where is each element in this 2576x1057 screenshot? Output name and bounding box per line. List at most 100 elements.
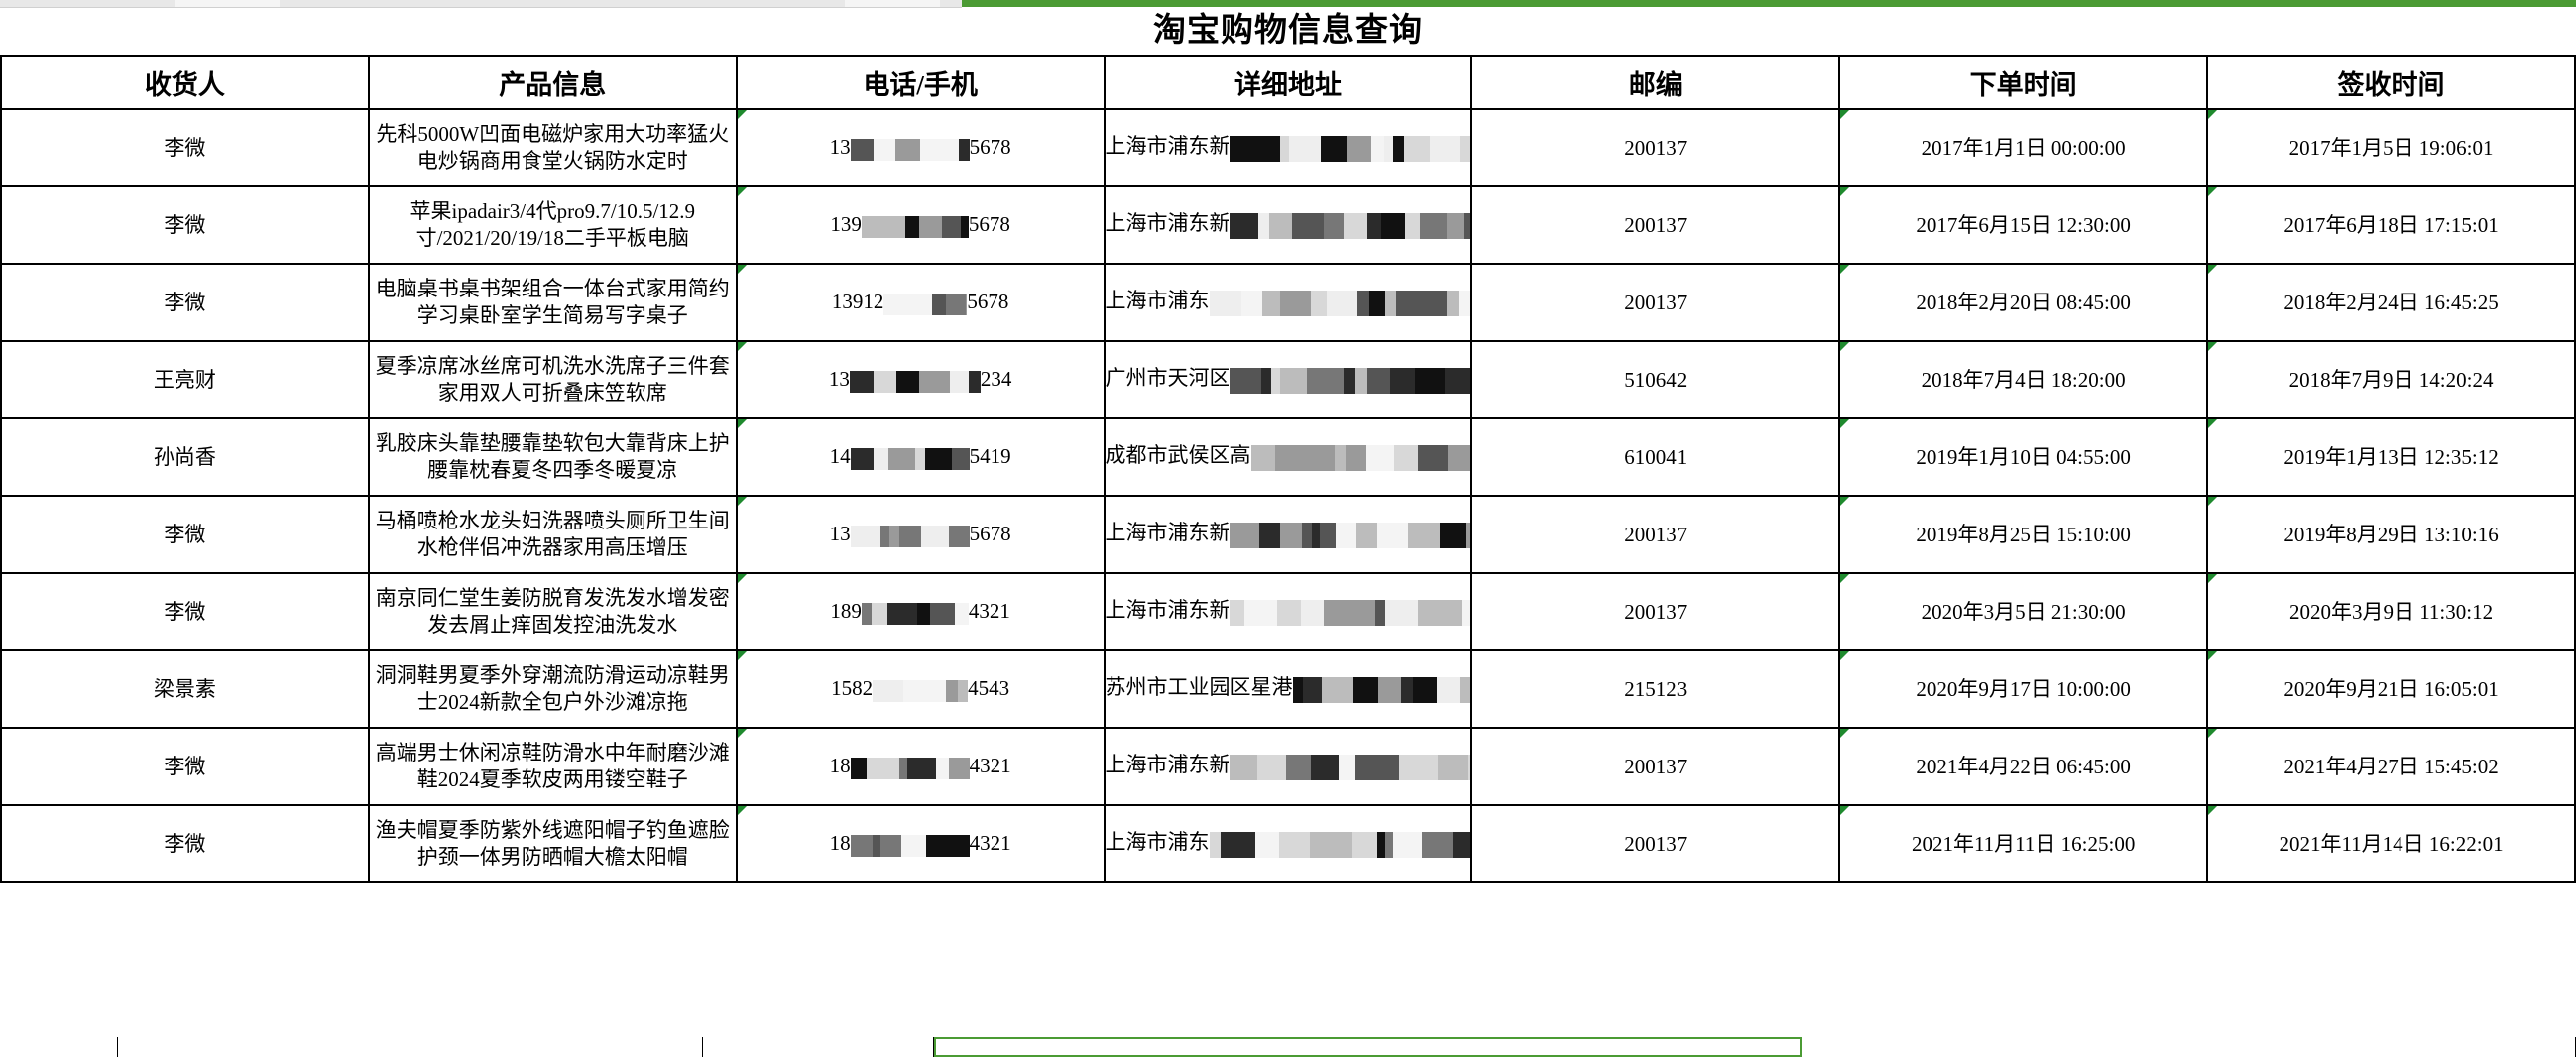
cell-phone[interactable]: 13 234 [735, 340, 1106, 419]
cell-order-time[interactable]: 2020年3月5日 21:30:00 [1838, 572, 2209, 651]
redaction-mask [1209, 288, 1470, 316]
cell-postcode[interactable]: 200137 [1470, 263, 1841, 342]
cell-product-info[interactable]: 苹果ipadair3/4代pro9.7/10.5/12.9寸/2021/20/1… [367, 185, 738, 265]
cell-recipient[interactable]: 李微 [0, 108, 370, 187]
cell-product-info[interactable]: 乳胶床头靠垫腰靠垫软包大靠背床上护腰靠枕春夏冬四季冬暖夏凉 [367, 417, 738, 497]
table-row[interactable]: 王亮财 夏季凉席冰丝席可机洗水洗席子三件套家用双人可折叠床笠软席 13 234 广州市天… [0, 340, 2576, 419]
product-text: 马桶喷枪水龙头妇洗器喷头厕所卫生间水枪伴侣冲洗器家用高压增压 [375, 509, 730, 559]
column-header-product-info[interactable]: 产品信息 [367, 55, 738, 110]
cell-address[interactable]: 上海市浦东新大厦4楼402室 [1103, 572, 1473, 651]
order-time-text: 2020年3月5日 21:30:00 [1921, 599, 2126, 624]
cell-recipient[interactable]: 李微 [0, 263, 370, 342]
table-row[interactable]: 李微 高端男士休闲凉鞋防滑水中年耐磨沙滩鞋2024夏季软皮两用镂空鞋子 18 4321… [0, 727, 2576, 806]
cell-sign-time[interactable]: 2021年4月27日 15:45:02 [2206, 727, 2576, 806]
cell-postcode[interactable]: 215123 [1470, 649, 1841, 729]
cell-recipient[interactable]: 李微 [0, 727, 370, 806]
cell-postcode[interactable]: 200137 [1470, 572, 1841, 651]
cell-phone[interactable]: 14 5419 [735, 417, 1106, 497]
cell-order-time[interactable]: 2018年2月20日 08:45:00 [1838, 263, 2209, 342]
sign-time-text: 2018年2月24日 16:45:25 [2283, 290, 2499, 314]
cell-address[interactable]: 广州市天河区花园15栋1502室 [1103, 340, 1473, 419]
cell-product-info[interactable]: 电脑桌书桌书架组合一体台式家用简约学习桌卧室学生简易写字桌子 [367, 263, 738, 342]
cell-address[interactable]: 上海市浦东大厦4楼402室 [1103, 263, 1473, 342]
redaction-mask [850, 830, 970, 857]
cell-product-info[interactable]: 渔夫帽夏季防紫外线遮阳帽子钓鱼遮脸护颈一体男防晒帽大檐太阳帽 [367, 804, 738, 883]
cell-address[interactable]: 上海市浦东华东大厦4楼402室 [1103, 804, 1473, 883]
column-header-order-time[interactable]: 下单时间 [1838, 55, 2209, 110]
cell-order-time[interactable]: 2017年6月15日 12:30:00 [1838, 185, 2209, 265]
cell-recipient[interactable]: 孙尚香 [0, 417, 370, 497]
cell-postcode[interactable]: 200137 [1470, 108, 1841, 187]
cell-address[interactable]: 上海市浦东新大厦4楼402室 [1103, 495, 1473, 574]
cell-postcode[interactable]: 200137 [1470, 804, 1841, 883]
column-header-recipient[interactable]: 收货人 [0, 55, 370, 110]
cell-postcode[interactable]: 610041 [1470, 417, 1841, 497]
cell-product-info[interactable]: 马桶喷枪水龙头妇洗器喷头厕所卫生间水枪伴侣冲洗器家用高压增压 [367, 495, 738, 574]
cell-product-info[interactable]: 南京同仁堂生姜防脱育发洗发水增发密发去屑止痒固发控油洗发水 [367, 572, 738, 651]
cell-sign-time[interactable]: 2019年1月13日 12:35:12 [2206, 417, 2576, 497]
cell-sign-time[interactable]: 2020年9月21日 16:05:01 [2206, 649, 2576, 729]
cell-phone[interactable]: 18 4321 [735, 804, 1106, 883]
cell-product-info[interactable]: 高端男士休闲凉鞋防滑水中年耐磨沙滩鞋2024夏季软皮两用镂空鞋子 [367, 727, 738, 806]
cell-postcode[interactable]: 200137 [1470, 727, 1841, 806]
cell-phone[interactable]: 18 4321 [735, 727, 1106, 806]
cell-order-time[interactable]: 2021年11月11日 16:25:00 [1838, 804, 2209, 883]
cell-sign-time[interactable]: 2019年8月29日 13:10:16 [2206, 495, 2576, 574]
cell-sign-time[interactable]: 2017年1月5日 19:06:01 [2206, 108, 2576, 187]
cell-product-info[interactable]: 先科5000W凹面电磁炉家用大功率猛火电炒锅商用食堂火锅防水定时 [367, 108, 738, 187]
cell-address[interactable]: 成都市武侯区高园3号楼5楼502室 [1103, 417, 1473, 497]
cell-comment-indicator [2209, 498, 2218, 506]
table-row[interactable]: 李微 渔夫帽夏季防紫外线遮阳帽子钓鱼遮脸护颈一体男防晒帽大檐太阳帽 18 4321 上海… [0, 804, 2576, 883]
cell-order-time[interactable]: 2019年8月25日 15:10:00 [1838, 495, 2209, 574]
cell-comment-indicator [2209, 266, 2218, 274]
cell-comment-indicator [1841, 188, 1850, 196]
column-header-phone[interactable]: 电话/手机 [735, 55, 1106, 110]
cell-postcode[interactable]: 200137 [1470, 185, 1841, 265]
cell-recipient[interactable]: 李微 [0, 185, 370, 265]
column-header-address[interactable]: 详细地址 [1103, 55, 1473, 110]
cell-phone[interactable]: 189 4321 [735, 572, 1106, 651]
cell-product-info[interactable]: 夏季凉席冰丝席可机洗水洗席子三件套家用双人可折叠床笠软席 [367, 340, 738, 419]
cell-postcode[interactable]: 510642 [1470, 340, 1841, 419]
column-header-postcode[interactable]: 邮编 [1470, 55, 1841, 110]
cell-sign-time[interactable]: 2018年2月24日 16:45:25 [2206, 263, 2576, 342]
cell-product-info[interactable]: 洞洞鞋男夏季外穿潮流防滑运动凉鞋男士2024新款全包户外沙滩凉拖 [367, 649, 738, 729]
cell-order-time[interactable]: 2020年9月17日 10:00:00 [1838, 649, 2209, 729]
cell-address[interactable]: 上海市浦东新华东大厦4楼402室 [1103, 108, 1473, 187]
cell-phone[interactable]: 13 5678 [735, 108, 1106, 187]
cell-recipient[interactable]: 李微 [0, 804, 370, 883]
phone-prefix: 139 [830, 211, 862, 236]
product-text: 乳胶床头靠垫腰靠垫软包大靠背床上护腰靠枕春夏冬四季冬暖夏凉 [375, 431, 730, 482]
cell-order-time[interactable]: 2021年4月22日 06:45:00 [1838, 727, 2209, 806]
cell-recipient[interactable]: 李微 [0, 495, 370, 574]
cell-sign-time[interactable]: 2017年6月18日 17:15:01 [2206, 185, 2576, 265]
cell-order-time[interactable]: 2019年1月10日 04:55:00 [1838, 417, 2209, 497]
cell-phone[interactable]: 13912 5678 [735, 263, 1106, 342]
cell-address[interactable]: 上海市浦东新华东大厦4楼402室 [1103, 727, 1473, 806]
cell-recipient[interactable]: 王亮财 [0, 340, 370, 419]
cell-phone[interactable]: 139 5678 [735, 185, 1106, 265]
cell-order-time[interactable]: 2018年7月4日 18:20:00 [1838, 340, 2209, 419]
cell-address[interactable]: 上海市浦东新大厦4楼402室 [1103, 185, 1473, 265]
cell-phone[interactable]: 13 5678 [735, 495, 1106, 574]
table-row[interactable]: 李微 马桶喷枪水龙头妇洗器喷头厕所卫生间水枪伴侣冲洗器家用高压增压 13 5678 上海… [0, 495, 2576, 574]
cell-recipient[interactable]: 梁景素 [0, 649, 370, 729]
cell-postcode[interactable]: 200137 [1470, 495, 1841, 574]
cell-comment-indicator [1841, 420, 1850, 428]
column-header-sign-time[interactable]: 签收时间 [2206, 55, 2576, 110]
cell-phone[interactable]: 1582 4543 [735, 649, 1106, 729]
table-row[interactable]: 孙尚香 乳胶床头靠垫腰靠垫软包大靠背床上护腰靠枕春夏冬四季冬暖夏凉 14 5419 成都… [0, 417, 2576, 497]
address-prefix: 广州市天河区 [1105, 366, 1230, 391]
table-row[interactable]: 李微 南京同仁堂生姜防脱育发洗发水增发密发去屑止痒固发控油洗发水 189 4321 上海… [0, 572, 2576, 651]
table-row[interactable]: 梁景素 洞洞鞋男夏季外穿潮流防滑运动凉鞋男士2024新款全包户外沙滩凉拖 1582 4… [0, 649, 2576, 729]
chrome-strip-segment [175, 0, 280, 8]
table-row[interactable]: 李微 先科5000W凹面电磁炉家用大功率猛火电炒锅商用食堂火锅防水定时 13 5678… [0, 108, 2576, 187]
table-row[interactable]: 李微 电脑桌书桌书架组合一体台式家用简约学习桌卧室学生简易写字桌子 13912 567… [0, 263, 2576, 342]
table-row[interactable]: 李微 苹果ipadair3/4代pro9.7/10.5/12.9寸/2021/20… [0, 185, 2576, 265]
cell-sign-time[interactable]: 2020年3月9日 11:30:12 [2206, 572, 2576, 651]
cell-address[interactable]: 苏州市工业园区星港创意文化产业园3栋501室 [1103, 649, 1473, 729]
cell-sign-time[interactable]: 2018年7月9日 14:20:24 [2206, 340, 2576, 419]
cell-sign-time[interactable]: 2021年11月14日 16:22:01 [2206, 804, 2576, 883]
cell-order-time[interactable]: 2017年1月1日 00:00:00 [1838, 108, 2209, 187]
cell-recipient[interactable]: 李微 [0, 572, 370, 651]
